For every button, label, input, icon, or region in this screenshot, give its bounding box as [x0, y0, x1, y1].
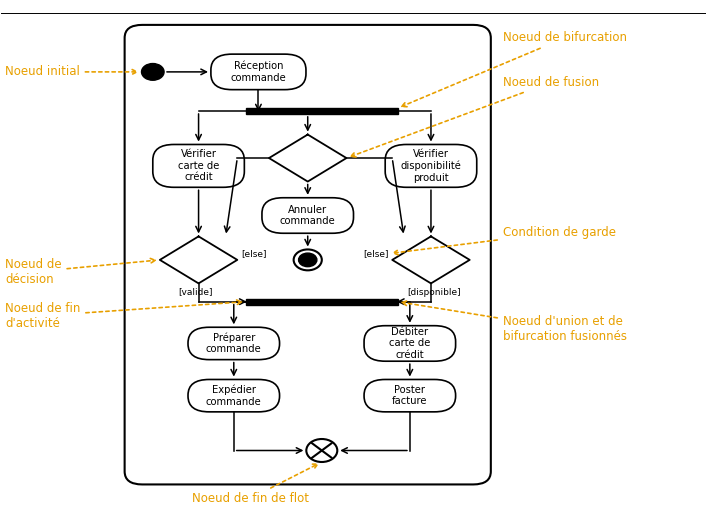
- Polygon shape: [160, 236, 238, 284]
- Text: Expédier
commande: Expédier commande: [206, 385, 262, 407]
- FancyBboxPatch shape: [385, 144, 477, 187]
- FancyBboxPatch shape: [188, 380, 279, 412]
- FancyBboxPatch shape: [364, 380, 455, 412]
- FancyBboxPatch shape: [364, 326, 455, 361]
- Polygon shape: [269, 134, 346, 182]
- Text: Noeud de
décision: Noeud de décision: [5, 258, 156, 286]
- Text: Noeud initial: Noeud initial: [5, 66, 137, 78]
- Circle shape: [141, 64, 164, 80]
- Text: Noeud de fusion: Noeud de fusion: [351, 76, 599, 157]
- Text: Poster
facture: Poster facture: [392, 385, 428, 406]
- Text: Débiter
carte de
crédit: Débiter carte de crédit: [389, 327, 431, 360]
- Text: Noeud d'union et de
bifurcation fusionnés: Noeud d'union et de bifurcation fusionné…: [402, 301, 627, 343]
- Text: Noeud de fin de flot: Noeud de fin de flot: [192, 464, 317, 505]
- Text: [else]: [else]: [363, 249, 389, 258]
- Text: Noeud de fin
d'activité: Noeud de fin d'activité: [5, 300, 242, 330]
- Bar: [246, 299, 397, 304]
- FancyBboxPatch shape: [124, 25, 491, 485]
- Text: Réception
commande: Réception commande: [230, 61, 286, 83]
- Text: Préparer
commande: Préparer commande: [206, 332, 262, 354]
- Text: [else]: [else]: [241, 249, 267, 258]
- Circle shape: [306, 439, 337, 462]
- Bar: [246, 108, 397, 114]
- Circle shape: [293, 249, 322, 270]
- Text: Annuler
commande: Annuler commande: [280, 205, 336, 226]
- FancyBboxPatch shape: [262, 198, 354, 233]
- Text: Vérifier
carte de
crédit: Vérifier carte de crédit: [178, 149, 219, 183]
- Text: [disponible]: [disponible]: [408, 288, 461, 297]
- Circle shape: [298, 253, 317, 267]
- FancyBboxPatch shape: [211, 54, 306, 90]
- FancyBboxPatch shape: [188, 327, 279, 360]
- Text: Noeud de bifurcation: Noeud de bifurcation: [402, 32, 627, 107]
- Text: Condition de garde: Condition de garde: [393, 226, 616, 255]
- Polygon shape: [392, 236, 469, 284]
- FancyBboxPatch shape: [153, 144, 245, 187]
- Text: [valide]: [valide]: [177, 288, 212, 297]
- Text: Vérifier
disponibilité
produit: Vérifier disponibilité produit: [401, 149, 462, 183]
